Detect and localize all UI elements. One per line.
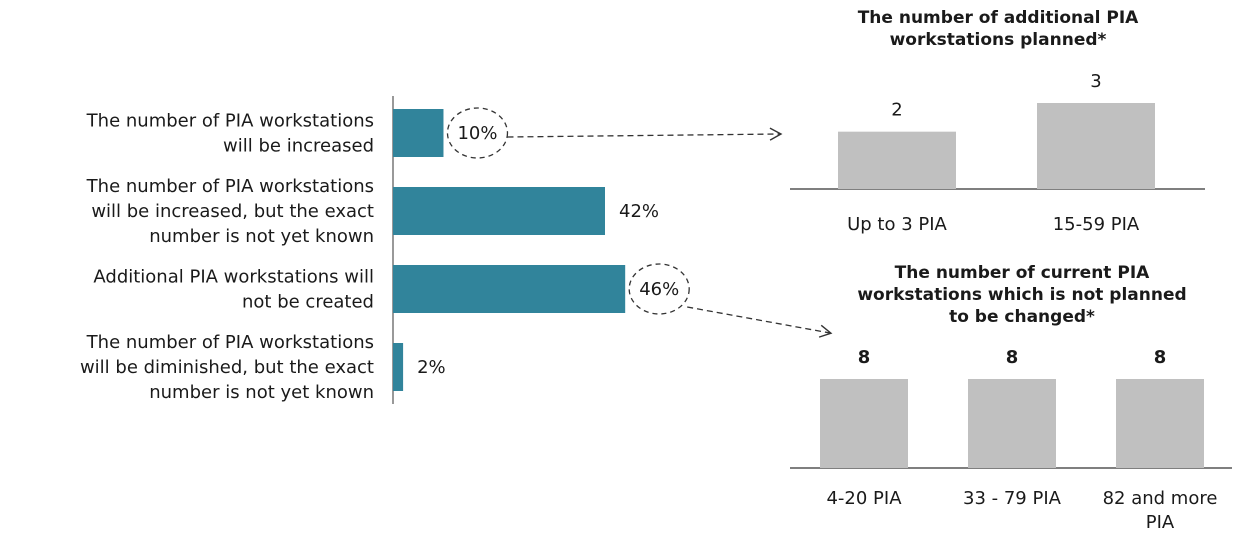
category-label: PIA (1146, 512, 1175, 533)
connector-arrow-bottom (687, 306, 833, 338)
main-value-label: 2% (417, 357, 446, 378)
category-label: 82 and more (1103, 488, 1218, 509)
main-value-label: 42% (619, 201, 659, 222)
main-category-label: Additional PIA workstations will (93, 267, 374, 288)
main-category-label: will be increased (223, 136, 374, 157)
bar-2 (1116, 379, 1204, 468)
main-category-label: The number of PIA workstations (86, 111, 374, 132)
bar-1 (1037, 103, 1155, 189)
main-category-label: number is not yet known (149, 226, 374, 247)
bar-0 (820, 379, 908, 468)
main-category-label: not be created (242, 292, 374, 313)
additional-workstations-chart: The number of additional PIAworkstations… (790, 8, 1205, 235)
chart-title: to be changed* (949, 307, 1095, 327)
highlight-circle (446, 107, 509, 159)
chart-title: workstations which is not planned (857, 285, 1186, 305)
bar-value-label: 2 (891, 100, 902, 121)
chart-title: The number of current PIA (895, 263, 1150, 283)
main-bar-0 (393, 109, 444, 157)
category-label: Up to 3 PIA (847, 214, 947, 235)
chart-title: workstations planned* (890, 30, 1107, 50)
category-label: 15-59 PIA (1053, 214, 1140, 235)
category-label: 4-20 PIA (826, 488, 902, 509)
chart-title: The number of additional PIA (858, 8, 1139, 28)
bar-value-label: 8 (1154, 347, 1167, 368)
main-category-label: number is not yet known (149, 382, 374, 403)
category-label: 33 - 79 PIA (963, 488, 1062, 509)
main-category-label: will be increased, but the exact (91, 201, 374, 222)
main-value-label: 46% (639, 279, 679, 300)
highlight-circle (628, 263, 690, 315)
bar-value-label: 3 (1090, 71, 1101, 92)
connector-arrow-top (507, 127, 783, 141)
bar-0 (838, 131, 956, 189)
main-category-label: The number of PIA workstations (86, 332, 374, 353)
bar-1 (968, 379, 1056, 468)
main-category-label: will be diminished, but the exact (80, 357, 374, 378)
main-bar-chart: The number of PIA workstations will be in… (80, 96, 690, 404)
bar-value-label: 8 (858, 347, 871, 368)
main-bar-2 (393, 265, 626, 313)
main-value-label: 10% (457, 123, 497, 144)
bar-value-label: 8 (1006, 347, 1019, 368)
main-category-label: The number of PIA workstations (86, 176, 374, 197)
main-bar-3 (393, 343, 404, 391)
connector-arrows (507, 127, 833, 338)
main-bar-1 (393, 187, 605, 235)
